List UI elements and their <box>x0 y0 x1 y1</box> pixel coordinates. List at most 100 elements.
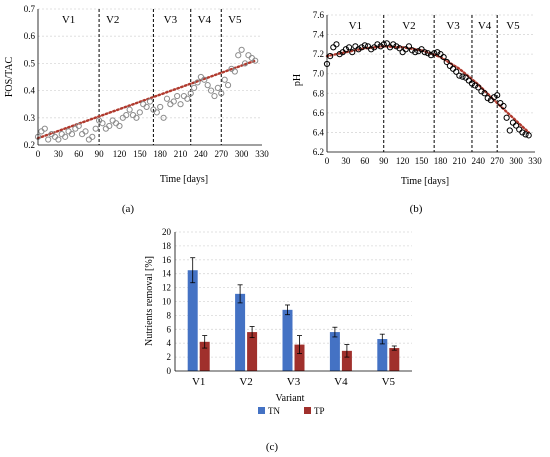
chart-a-ylabel: FOS/TAC <box>4 57 15 98</box>
chart-a-data-point <box>75 122 82 130</box>
chart-c-xtick: V1 <box>192 376 205 388</box>
chart-b-ytick: 7.4 <box>313 30 325 40</box>
chart-b-data-point <box>512 122 520 129</box>
chart-b-variant-label: V2 <box>402 20 415 32</box>
chart-a-data-point <box>187 90 194 97</box>
chart-b-ytick: 6.8 <box>313 88 325 98</box>
chart-b-xtick: 300 <box>509 156 523 166</box>
chart-a-panel-label: (a) <box>122 203 135 215</box>
chart-a-data-point <box>177 101 184 108</box>
chart-b-data-point <box>368 46 375 53</box>
chart-a-trend-line <box>36 59 257 140</box>
chart-b-xtick: 90 <box>379 156 389 166</box>
chart-a-data-point <box>140 101 147 108</box>
chart-b-data-point <box>509 119 517 126</box>
chart-b-xlabel: Time [days] <box>401 176 449 187</box>
chart-b-data-point <box>500 102 507 110</box>
chart-b-data-point <box>355 46 362 53</box>
chart-b-xtick: 60 <box>360 156 370 166</box>
chart-a-data-point <box>241 60 249 67</box>
chart-c-xlabel: Variant <box>276 393 305 404</box>
chart-c-ytick: 18 <box>162 241 172 251</box>
chart-c-xtick: V3 <box>287 376 301 388</box>
chart-c-legend-label-tp: TP <box>314 406 325 416</box>
chart-a-xtick: 180 <box>153 149 167 159</box>
chart-a-data-point <box>235 52 242 59</box>
chart-b-ytick: 7.2 <box>313 49 324 59</box>
chart-c-bar-tp <box>247 332 258 371</box>
chart-c-ytick: 10 <box>162 297 172 307</box>
chart-a-ytick: 0.3 <box>24 113 36 123</box>
chart-b-data-point <box>456 72 463 79</box>
chart-b-data-point <box>374 41 381 48</box>
chart-a-variant-label: V3 <box>164 14 178 26</box>
chart-a-data-point <box>231 68 238 75</box>
chart-c-legend-swatch-tp <box>304 407 311 414</box>
chart-a-data-point <box>92 125 99 132</box>
chart-b-data-point <box>383 40 390 47</box>
chart-b-data-point <box>342 46 350 53</box>
chart-a-data-point <box>45 136 52 143</box>
chart-b-data-point <box>415 48 422 55</box>
chart-b-data-point <box>468 80 476 87</box>
chart-a: 0.2 0.3 0.4 0.5 0.6 0.7 0 30 60 90 120 150 180 210 240… <box>4 4 269 215</box>
chart-a-data-point <box>62 133 69 140</box>
chart-a-xtick: 0 <box>36 149 41 159</box>
chart-a-xtick: 300 <box>235 149 249 159</box>
chart-a-xtick: 270 <box>215 149 229 159</box>
chart-a-xlabel: Time [days] <box>160 174 208 185</box>
chart-b-data-point <box>396 45 403 52</box>
chart-c-ylabel: Nutrients removal [%] <box>144 256 155 346</box>
chart-c-ytick: 20 <box>162 227 172 237</box>
chart-c-bar-tp <box>294 344 305 371</box>
chart-b-xtick: 270 <box>490 156 504 166</box>
chart-a-data-point <box>146 98 154 105</box>
chart-c-legend-swatch-tn <box>258 407 265 414</box>
chart-c-ytick: 2 <box>167 352 172 362</box>
chart-a-data-point <box>245 52 252 59</box>
chart-b-xtick: 180 <box>434 156 448 166</box>
chart-a-data-point <box>218 90 225 97</box>
chart-a-xtick: 120 <box>113 149 127 159</box>
chart-a-data-point <box>180 92 188 100</box>
chart-a-data-point <box>102 125 109 132</box>
chart-b-data-point <box>380 41 387 48</box>
chart-b-data-point <box>484 95 491 102</box>
chart-a-data-point <box>157 103 164 111</box>
chart-a-variant-label: V2 <box>106 14 119 26</box>
chart-c-xtick: V4 <box>334 376 348 388</box>
chart-a-xtick: 30 <box>54 149 64 159</box>
chart-a-data-point <box>207 87 215 94</box>
chart-c-ytick: 8 <box>167 310 172 320</box>
chart-a-data-point <box>126 106 133 113</box>
chart-b-xtick: 330 <box>528 156 542 166</box>
chart-b-data-point <box>478 88 485 95</box>
chart-c-ytick: 14 <box>162 269 172 279</box>
chart-a-xtick: 330 <box>255 149 269 159</box>
chart-a-xtick: 60 <box>74 149 84 159</box>
chart-a-ytick: 0.7 <box>24 4 36 14</box>
chart-c-bar-tn <box>187 270 198 371</box>
chart-b-data-point <box>453 68 460 75</box>
chart-a-data-point <box>170 98 177 105</box>
chart-b-xtick: 120 <box>396 156 410 166</box>
chart-a-data-point <box>116 122 123 130</box>
chart-a-data-point <box>72 125 79 132</box>
chart-a-data-point <box>167 101 174 108</box>
chart-c-bar-tn <box>377 339 388 371</box>
chart-b-ytick: 7.6 <box>313 10 325 20</box>
chart-b-data-point <box>405 43 413 50</box>
chart-b-data-point <box>459 73 466 80</box>
chart-c-bar-tn <box>282 309 293 371</box>
chart-a-data-point <box>41 125 48 132</box>
chart-a-data-point <box>106 122 113 130</box>
chart-b-data-point <box>443 58 450 66</box>
chart-b-ytick: 7.0 <box>313 69 325 79</box>
chart-a-data-point <box>82 128 89 135</box>
chart-c: 0 2 4 6 8 10 12 14 16 18 20 V1 V2 V3 V4 V5 Nutrients re… <box>144 227 412 453</box>
chart-a-ytick: 0.5 <box>24 58 36 68</box>
chart-b-data-point <box>434 49 441 56</box>
chart-b-data-point <box>490 94 498 101</box>
chart-b-data-point <box>503 114 510 121</box>
